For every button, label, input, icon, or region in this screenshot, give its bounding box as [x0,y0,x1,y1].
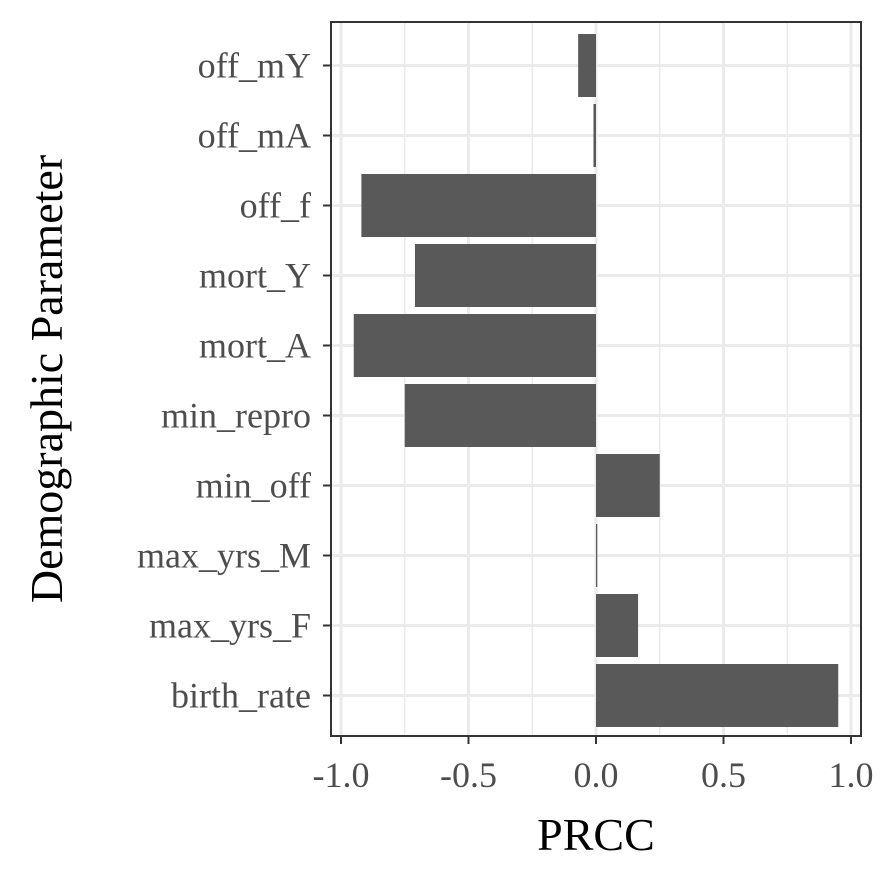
y-tick-label: mort_A [199,326,311,366]
y-axis-title: Demographic Parameter [21,155,72,603]
bar-off-mA [593,104,596,167]
y-tick-label: max_yrs_F [149,606,311,646]
y-tick-label: mort_Y [199,256,311,296]
y-tick-label: off_mY [198,46,311,86]
bar-off-mY [578,34,596,97]
bar-layer [353,34,839,727]
x-tick-label: -1.0 [313,755,370,795]
label-layer: off_mY off_mA off_f mort_Y mort_A min_repromi… [137,46,311,716]
bar-mort-A [353,314,596,377]
y-tick-label: min_off [196,466,311,506]
bar-min-off [596,454,660,517]
x-tick-label: 1.0 [829,755,874,795]
x-tick-label: -0.5 [440,755,497,795]
y-tick-label: off_f [240,186,311,226]
bar-max-yrs-F [596,594,639,657]
y-tick-label: max_yrs_M [137,536,311,576]
y-tick-label: birth_rate [171,676,311,716]
bar-birth-rate [596,664,839,727]
y-tick-label: off_mA [198,116,311,156]
bar-min-repro [404,384,596,447]
x-tick-label: 0.0 [574,755,619,795]
bar-max-yrs-M [596,524,598,587]
bar-mort-Y [414,244,596,307]
x-tick-label: 0.5 [701,755,746,795]
tick-layer: -1.0 -0.5 0.0 0.5 1.0 [313,64,874,795]
y-tick-label: min_repro [161,396,311,436]
x-axis-title: PRCC [537,809,655,860]
bar-off-f [361,174,596,237]
